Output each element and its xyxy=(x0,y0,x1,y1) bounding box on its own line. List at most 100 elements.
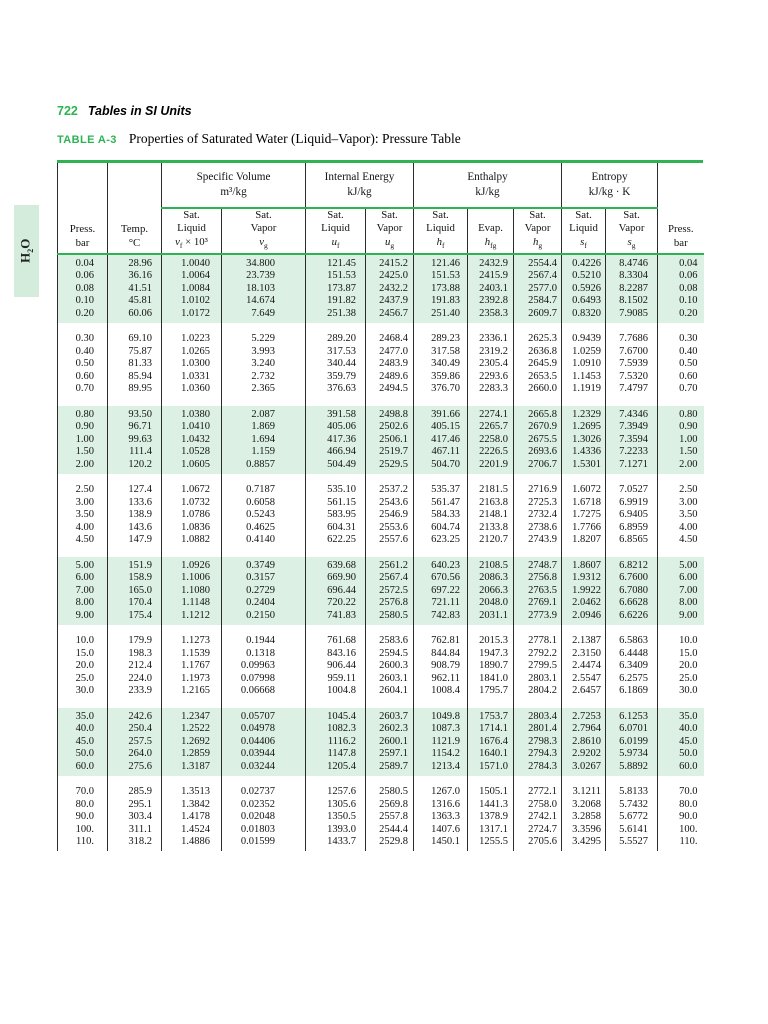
cell-sg: 8.3304 xyxy=(605,270,658,283)
cell-vf: 1.0084 xyxy=(161,282,222,296)
cell-sf: 1.8207 xyxy=(561,534,606,550)
cell-ug: 2557.6 xyxy=(365,534,414,550)
cell-hfg: 2148.1 xyxy=(467,509,514,522)
cell-vg: 0.02737 xyxy=(220,783,306,799)
table-row: 10.0 179.9 1.1273 0.1944 761.68 2583.6 762.81 2… xyxy=(58,632,704,648)
cell-ug: 2553.6 xyxy=(365,521,414,535)
gap-cell xyxy=(605,473,658,482)
cell-uf: 720.22 xyxy=(305,597,366,610)
cell-hg: 2738.6 xyxy=(513,521,562,535)
gap-cell xyxy=(605,398,658,407)
cell-temp: 69.10 xyxy=(107,330,162,346)
cell-vf: 1.1273 xyxy=(161,632,222,648)
cell-sg: 6.9919 xyxy=(605,496,658,510)
cell-vg: 0.4140 xyxy=(220,534,306,550)
cell-uf: 1147.8 xyxy=(305,748,366,761)
gap-cell xyxy=(657,398,704,407)
cell-hf: 417.46 xyxy=(413,433,468,447)
gap-cell xyxy=(107,775,162,784)
cell-vg: 3.240 xyxy=(220,358,306,371)
cell-sg: 7.5939 xyxy=(605,358,658,371)
cell-ug: 2456.7 xyxy=(365,307,414,323)
cell-hf: 762.81 xyxy=(413,632,468,648)
cell-ug: 2543.6 xyxy=(365,496,414,510)
cell-press-left: 1.00 xyxy=(57,433,108,447)
gap-cell xyxy=(365,398,414,407)
cell-temp: 96.71 xyxy=(107,421,162,434)
cell-hfg: 1947.3 xyxy=(467,647,514,661)
cell-vg: 0.05707 xyxy=(220,708,306,724)
cell-uf: 604.31 xyxy=(305,521,366,535)
cell-press-left: 35.0 xyxy=(57,708,108,724)
table-row: 0.50 81.33 1.0300 3.240 340.44 2483.9 340.49 23… xyxy=(58,358,704,371)
gap-cell xyxy=(413,624,468,633)
cell-press-right: 80.0 xyxy=(657,798,704,812)
cell-vg: 0.7187 xyxy=(220,481,306,497)
cell-temp: 85.94 xyxy=(107,370,162,384)
cell-press-left: 0.10 xyxy=(57,295,108,308)
cell-ug: 2415.2 xyxy=(365,254,414,271)
cell-hg: 2778.1 xyxy=(513,632,562,648)
cell-sg: 8.4746 xyxy=(605,254,658,271)
cell-temp: 250.4 xyxy=(107,723,162,736)
col-header-vg: Sat. Vapor vg xyxy=(220,208,306,256)
col-header-hfg: Evap. hfg xyxy=(467,208,514,256)
cell-temp: 275.6 xyxy=(107,760,162,776)
cell-temp: 151.9 xyxy=(107,557,162,573)
cell-uf: 622.25 xyxy=(305,534,366,550)
cell-hg: 2763.5 xyxy=(513,584,562,598)
cell-press-left: 30.0 xyxy=(75,685,94,697)
cell-hg: 2670.9 xyxy=(513,421,562,434)
cell-press-right: 35.0 xyxy=(657,708,704,724)
gap-cell xyxy=(413,775,468,784)
cell-sf: 1.0259 xyxy=(561,345,606,359)
cell-vf: 1.0882 xyxy=(161,534,222,550)
cell-vf: 1.0672 xyxy=(161,481,222,497)
gap-cell xyxy=(513,473,562,482)
cell-hg: 2756.8 xyxy=(513,572,562,585)
cell-sf: 1.2695 xyxy=(561,421,606,434)
cell-press-right: 0.20 xyxy=(657,307,704,323)
cell-press-right: 3.00 xyxy=(657,496,704,510)
cell-hf: 604.74 xyxy=(413,521,468,535)
table-row: 0.40 75.87 1.0265 3.993 317.53 2477.0 317.58 23… xyxy=(58,345,704,359)
cell-sf: 1.7275 xyxy=(561,509,606,522)
cell-hfg: 2415.9 xyxy=(467,270,514,283)
cell-vg: 0.6058 xyxy=(220,496,306,510)
cell-vg: 0.3157 xyxy=(220,572,306,585)
gap-cell xyxy=(161,398,222,407)
cell-press-right: 2.00 xyxy=(657,458,704,474)
cell-temp: 127.4 xyxy=(107,481,162,497)
cell-ug: 2597.1 xyxy=(365,748,414,761)
gap-cell xyxy=(57,322,108,331)
cell-ug: 2529.5 xyxy=(365,458,414,474)
table-row: 2.00 120.2 1.0605 0.8857 504.49 2529.5 504.70 2… xyxy=(57,458,704,474)
cell-temp: 147.9 xyxy=(107,534,162,550)
cell-uf: 151.53 xyxy=(305,270,366,283)
cell-hfg: 1441.3 xyxy=(467,798,514,812)
cell-uf: 504.49 xyxy=(305,458,366,474)
cell-vg: 2.087 xyxy=(220,406,306,422)
col-header-sg: Sat. Vapor sg xyxy=(605,208,658,256)
cell-press-right: 100. xyxy=(657,823,704,837)
cell-vf: 1.0300 xyxy=(161,358,222,371)
cell-ug: 2494.5 xyxy=(365,383,414,399)
cell-temp: 89.95 xyxy=(107,383,162,399)
cell-temp: 143.6 xyxy=(107,521,162,535)
cell-uf: 417.36 xyxy=(305,433,366,447)
cell-press-left: 80.0 xyxy=(75,798,94,810)
table-row: 1.50 111.4 1.0528 1.159 466.94 2519.7 467.11 22… xyxy=(57,446,704,459)
cell-hf: 359.86 xyxy=(413,370,468,384)
cell-temp: 28.96 xyxy=(107,254,162,271)
cell-press-left: 6.00 xyxy=(57,572,108,585)
cell-vg: 0.1944 xyxy=(220,632,306,648)
cell-sf: 0.6493 xyxy=(561,295,606,308)
cell-hf: 1154.2 xyxy=(413,748,468,761)
cell-sf: 1.9922 xyxy=(561,584,606,598)
cell-temp: 233.9 xyxy=(107,685,162,701)
cell-press-right: 0.30 xyxy=(657,330,704,346)
cell-ug: 2561.2 xyxy=(365,557,414,573)
cell-sf: 1.3026 xyxy=(561,433,606,447)
cell-hf: 535.37 xyxy=(413,481,468,497)
cell-ug: 2502.6 xyxy=(365,421,414,434)
